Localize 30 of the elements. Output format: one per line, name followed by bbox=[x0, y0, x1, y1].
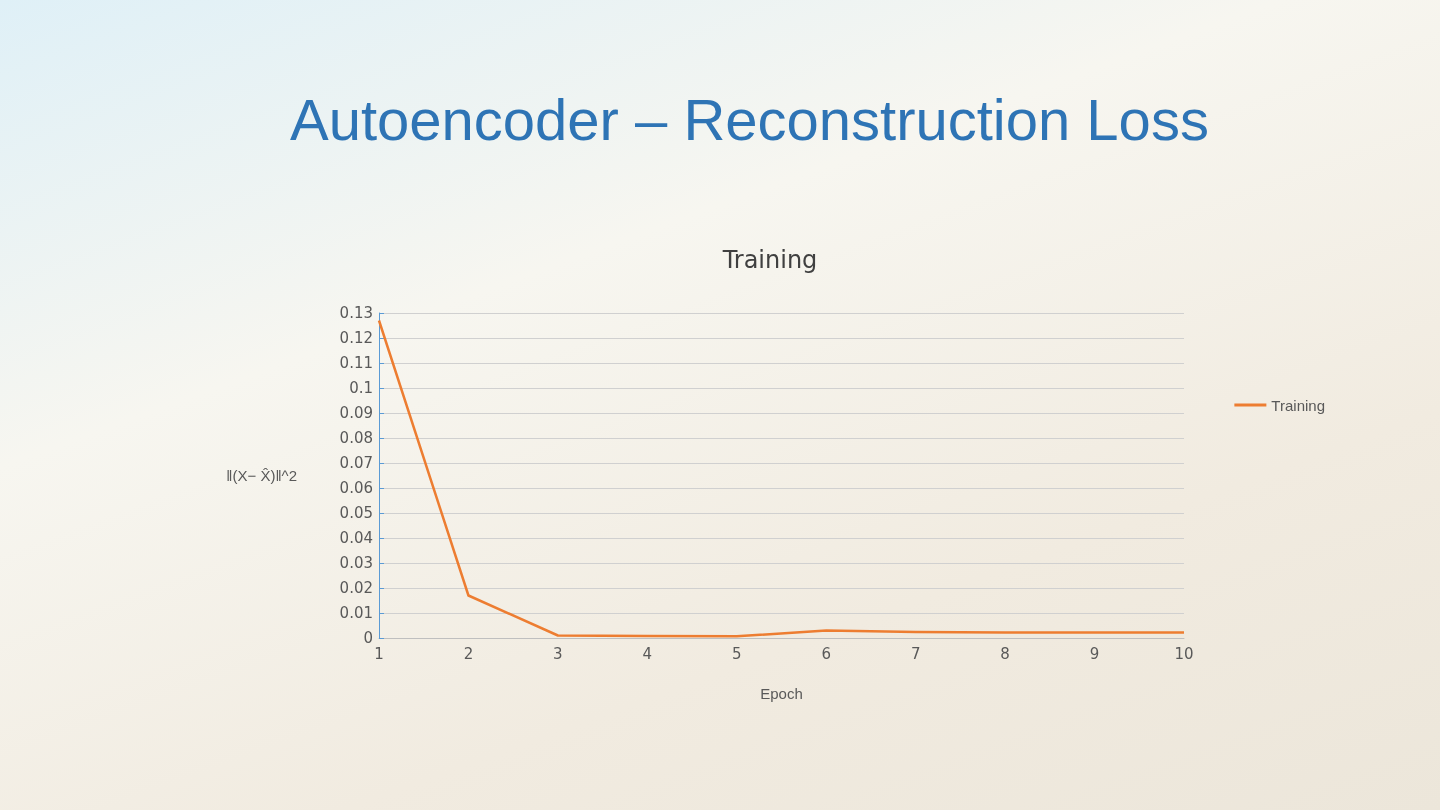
y-tick-label: 0.04 bbox=[339, 529, 373, 547]
x-tick-label: 5 bbox=[732, 644, 742, 663]
y-tick-label: 0.13 bbox=[339, 304, 373, 322]
y-tick-label: 0.11 bbox=[339, 354, 373, 372]
y-tick-label: 0.12 bbox=[339, 329, 373, 347]
y-axis-title: ‖(X− X̂)‖^2 bbox=[226, 467, 297, 484]
y-tick-label: 0.06 bbox=[339, 479, 373, 497]
chart-subtitle: Training bbox=[721, 246, 818, 274]
y-tick-label: 0.01 bbox=[339, 604, 373, 622]
x-tick-label: 6 bbox=[821, 644, 831, 663]
y-tick-label: 0.05 bbox=[339, 504, 373, 522]
y-tick-label: 0.09 bbox=[339, 404, 373, 422]
x-tick-label: 2 bbox=[463, 644, 474, 663]
y-tick-label: 0.02 bbox=[339, 579, 373, 597]
x-tick-label: 10 bbox=[1174, 644, 1194, 663]
y-tick-label: 0 bbox=[363, 629, 373, 647]
y-tick-label: 0.03 bbox=[339, 554, 373, 572]
x-tick-label: 4 bbox=[642, 644, 653, 663]
legend-label: Training bbox=[1271, 396, 1326, 414]
chart-title: Autoencoder – Reconstruction Loss bbox=[290, 86, 1209, 152]
x-tick-label: 8 bbox=[1000, 644, 1010, 663]
x-tick-label: 3 bbox=[553, 644, 563, 663]
y-tick-label: 0.08 bbox=[339, 429, 373, 447]
x-tick-label: 9 bbox=[1089, 644, 1100, 663]
y-tick-label: 0.07 bbox=[339, 454, 373, 472]
line-series bbox=[377, 319, 1186, 638]
x-tick-label: 1 bbox=[374, 644, 384, 663]
y-tick-label: 0.1 bbox=[349, 379, 373, 397]
x-axis-title: Epoch bbox=[760, 685, 803, 702]
x-tick-label: 7 bbox=[910, 644, 921, 663]
